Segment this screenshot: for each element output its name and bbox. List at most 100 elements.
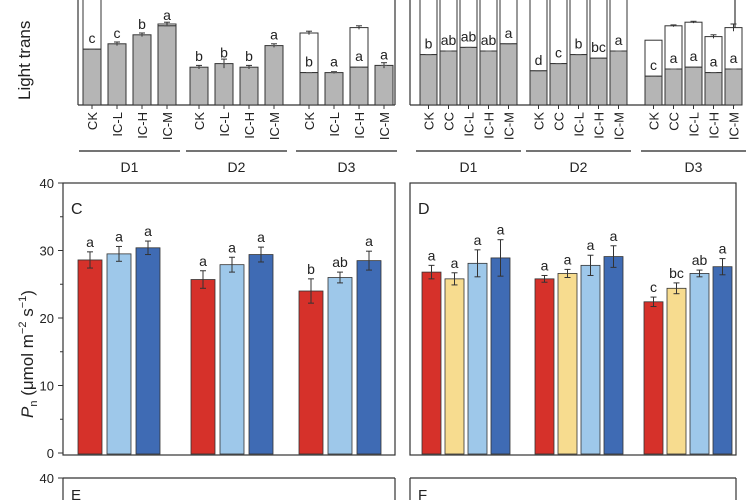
panel-d-letter: D bbox=[418, 201, 430, 218]
bar-red-d bbox=[643, 301, 664, 455]
bar-red-d bbox=[421, 271, 442, 455]
significance-letter: a bbox=[719, 241, 727, 257]
pn-y-axis-label: Pn (μmol m−2 s−1) bbox=[17, 290, 40, 418]
significance-letter: c bbox=[650, 279, 657, 295]
significance-letter: a bbox=[497, 222, 505, 238]
significance-letter: a bbox=[428, 247, 436, 263]
bar-red-c bbox=[190, 279, 216, 455]
bottom-y-tick-40: 40 bbox=[40, 471, 54, 486]
bar-yellow-d bbox=[557, 273, 578, 455]
category-tick-label: CC bbox=[442, 112, 457, 131]
bar-light-blue-c bbox=[219, 264, 245, 455]
category-tick-label: IC-M bbox=[377, 112, 392, 140]
bar-light-blue-d bbox=[689, 273, 710, 455]
group-label: D3 bbox=[338, 159, 356, 175]
significance-letter: a bbox=[474, 232, 482, 248]
bar-top-gray-a bbox=[189, 66, 209, 106]
significance-letter: ab bbox=[332, 254, 348, 270]
bar-blue-c bbox=[248, 254, 274, 455]
group-label: D2 bbox=[570, 159, 588, 175]
significance-letter: c bbox=[555, 45, 562, 61]
significance-letter: a bbox=[270, 27, 278, 43]
significance-letter: b bbox=[425, 36, 433, 52]
bar-top-gray-b bbox=[609, 50, 628, 106]
bar-top-gray-b bbox=[439, 50, 458, 106]
significance-letter: b bbox=[305, 54, 313, 70]
significance-letter: bc bbox=[591, 39, 606, 55]
significance-letter: a bbox=[505, 25, 513, 41]
bar-top-gray-a bbox=[107, 43, 127, 106]
significance-letter: a bbox=[615, 32, 623, 48]
bar-blue-d bbox=[712, 266, 733, 455]
category-tick-label: IC-M bbox=[502, 112, 517, 140]
bar-top-gray-a bbox=[349, 66, 369, 106]
y-tick-label: 40 bbox=[40, 176, 54, 191]
significance-letter: ab bbox=[481, 32, 497, 48]
bar-top-gray-b bbox=[664, 68, 683, 106]
significance-letter: b bbox=[195, 48, 203, 64]
significance-letter: b bbox=[245, 48, 253, 64]
significance-letter: c bbox=[89, 30, 96, 46]
significance-letter: a bbox=[564, 251, 572, 267]
category-tick-label: CC bbox=[667, 112, 682, 131]
group-label: D1 bbox=[121, 159, 139, 175]
category-tick-label: IC-H bbox=[482, 112, 497, 139]
group-label: D3 bbox=[685, 159, 703, 175]
panel-f-letter: F bbox=[418, 487, 427, 500]
bar-top-gray-a bbox=[264, 45, 284, 106]
significance-letter: a bbox=[710, 54, 718, 70]
bar-top-gray-b bbox=[549, 63, 568, 106]
significance-letter: a bbox=[144, 223, 152, 239]
category-tick-label: IC-L bbox=[327, 112, 342, 137]
category-tick-label: IC-H bbox=[352, 112, 367, 139]
bar-top-gray-b bbox=[569, 54, 588, 106]
category-tick-label: CC bbox=[552, 112, 567, 131]
bar-top-gray-a bbox=[132, 34, 152, 106]
bar-top-gray-a bbox=[214, 63, 234, 106]
category-tick-label: IC-H bbox=[242, 112, 257, 139]
bar-top-gray-b bbox=[419, 54, 438, 106]
significance-letter: a bbox=[690, 48, 698, 64]
significance-letter: a bbox=[163, 7, 171, 23]
bar-yellow-d bbox=[666, 287, 687, 455]
bar-top-gray-a bbox=[157, 25, 177, 106]
significance-letter: a bbox=[451, 255, 459, 271]
bar-yellow-d bbox=[444, 278, 465, 455]
svg-text:Pn (μmol m−2 s−1): Pn (μmol m−2 s−1) bbox=[17, 290, 40, 418]
significance-letter: a bbox=[86, 234, 94, 250]
bar-red-d bbox=[534, 278, 555, 455]
bar-blue-c bbox=[356, 260, 382, 455]
y-tick-label: 0 bbox=[47, 446, 54, 461]
y-tick-label: 20 bbox=[40, 311, 54, 326]
category-tick-label: IC-L bbox=[462, 112, 477, 137]
significance-letter: b bbox=[138, 16, 146, 32]
category-tick-label: IC-M bbox=[727, 112, 742, 140]
panel-d-frame bbox=[409, 182, 737, 456]
significance-letter: ab bbox=[692, 252, 708, 268]
group-label: D1 bbox=[460, 159, 478, 175]
significance-letter: a bbox=[610, 228, 618, 244]
category-tick-label: IC-L bbox=[110, 112, 125, 137]
bar-red-c bbox=[77, 259, 103, 455]
category-tick-label: IC-H bbox=[135, 112, 150, 139]
significance-letter: a bbox=[115, 228, 123, 244]
category-tick-label: IC-H bbox=[707, 112, 722, 139]
bar-top-gray-b bbox=[644, 75, 663, 106]
significance-letter: b bbox=[220, 45, 228, 61]
category-tick-label: CK bbox=[192, 112, 207, 130]
significance-letter: ab bbox=[461, 28, 477, 44]
category-tick-label: CK bbox=[532, 112, 547, 130]
panel-e-letter: E bbox=[71, 487, 81, 500]
significance-letter: a bbox=[355, 48, 363, 64]
bar-light-blue-c bbox=[327, 277, 353, 455]
significance-letter: a bbox=[730, 50, 738, 66]
y-tick-label: 30 bbox=[40, 244, 54, 259]
bar-top-gray-b bbox=[459, 46, 478, 106]
category-tick-label: IC-M bbox=[267, 112, 282, 140]
bar-top-gray-a bbox=[374, 64, 394, 106]
significance-letter: a bbox=[365, 233, 373, 249]
category-tick-label: IC-H bbox=[592, 112, 607, 139]
panel-c-frame bbox=[62, 182, 396, 456]
significance-letter: a bbox=[587, 237, 595, 253]
